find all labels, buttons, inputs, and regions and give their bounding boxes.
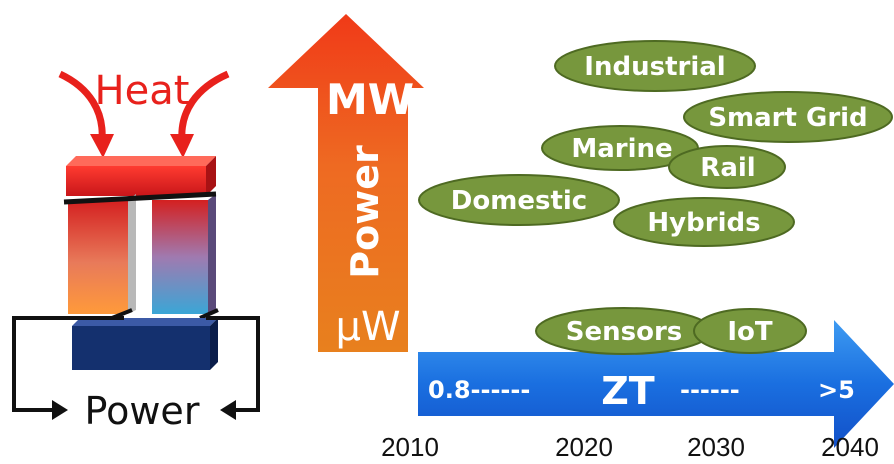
year-axis: 2010 2020 2030 2040 xyxy=(381,432,879,462)
application-industrial: Industrial xyxy=(554,40,756,92)
hot-plate xyxy=(66,156,216,196)
year-label: 2040 xyxy=(821,432,879,462)
application-hybrids: Hybrids xyxy=(613,197,795,247)
power-axis-title: Power xyxy=(343,145,387,279)
heat-arrow-left-icon xyxy=(58,70,106,141)
zt-start-label: 0.8------ xyxy=(428,376,530,404)
wire-arrow-right-icon xyxy=(220,400,236,420)
power-axis-top-label: MW xyxy=(326,75,414,124)
zt-end-label: >5 xyxy=(818,376,855,404)
power-axis-arrow: MW Power µW xyxy=(268,14,424,352)
zt-end-dashes: ------ xyxy=(680,376,740,404)
application-domestic: Domestic xyxy=(418,174,620,226)
application-label: Hybrids xyxy=(647,208,760,238)
application-label: Domestic xyxy=(451,186,587,216)
application-iot: IoT xyxy=(693,308,807,354)
thermoelectric-module: Heat Power xyxy=(12,68,260,433)
zt-axis-arrow: 0.8------ ZT ------ >5 xyxy=(418,320,894,448)
heat-label: Heat xyxy=(95,68,190,114)
application-label: Marine xyxy=(571,134,672,164)
power-output-label: Power xyxy=(85,389,200,433)
applications: Industrial Smart Grid Marine Rail Domest… xyxy=(418,40,893,355)
heat-arrow-right-head-icon xyxy=(170,134,194,158)
application-label: Smart Grid xyxy=(708,103,867,133)
p-type-leg xyxy=(152,200,208,314)
application-sensors: Sensors xyxy=(535,307,713,355)
zt-axis-title: ZT xyxy=(601,369,655,413)
wire-arrow-left-icon xyxy=(52,400,68,420)
application-marine: Marine xyxy=(541,125,699,171)
year-label: 2020 xyxy=(555,432,613,462)
year-label: 2030 xyxy=(687,432,745,462)
cold-plate xyxy=(72,318,218,370)
application-smart-grid: Smart Grid xyxy=(683,91,893,143)
application-label: Sensors xyxy=(566,317,683,347)
application-label: Industrial xyxy=(584,52,725,82)
heat-arrow-left-head-icon xyxy=(90,134,114,158)
application-label: Rail xyxy=(700,153,755,183)
n-type-leg xyxy=(68,200,128,314)
application-rail: Rail xyxy=(668,145,786,189)
heat-arrow-right-icon xyxy=(178,70,230,141)
power-axis-bottom-label: µW xyxy=(336,304,401,350)
year-label: 2010 xyxy=(381,432,439,462)
circuit-wire xyxy=(12,316,124,412)
application-label: IoT xyxy=(727,317,773,347)
thermoelectric-legs xyxy=(63,191,219,320)
